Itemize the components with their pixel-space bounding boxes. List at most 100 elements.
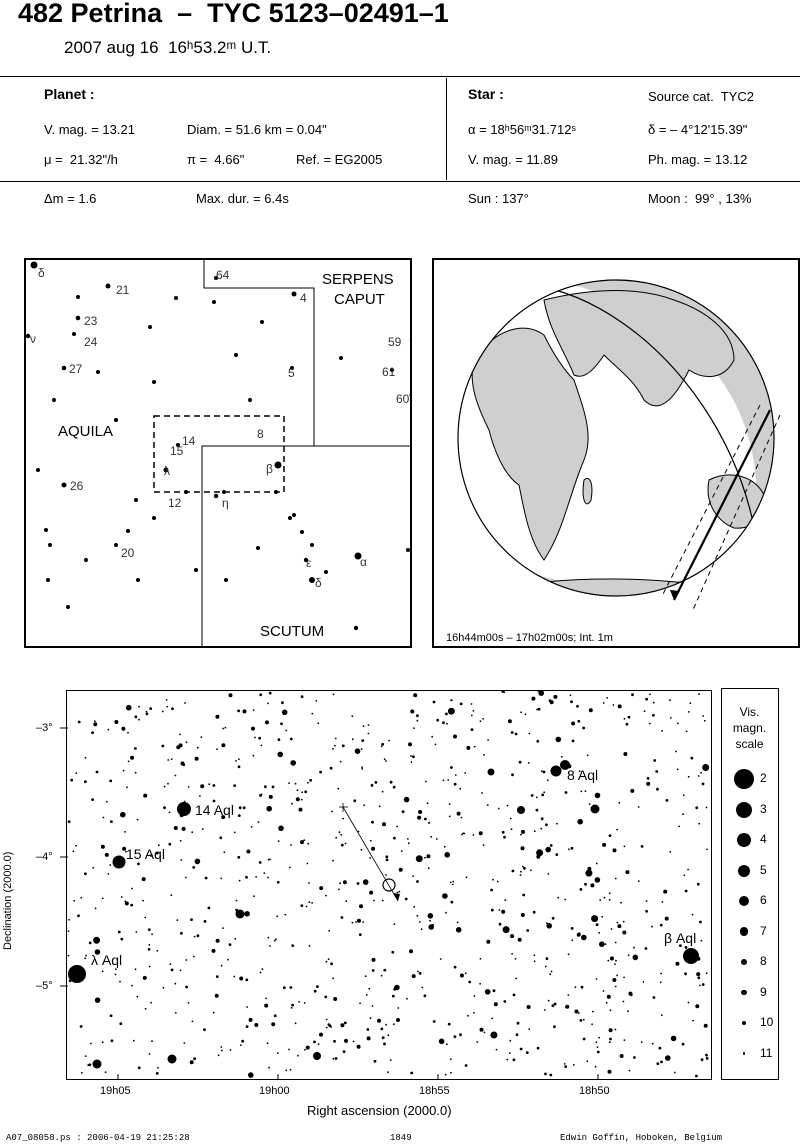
field-star bbox=[604, 943, 607, 945]
finder-star-label: α bbox=[360, 555, 367, 569]
field-star bbox=[599, 941, 605, 947]
footer-file: A07_08058.ps : 2006-04-19 21:25:28 bbox=[6, 1133, 190, 1143]
field-star bbox=[684, 972, 687, 976]
finder-star-label: 20 bbox=[121, 546, 135, 560]
field-star bbox=[313, 989, 317, 993]
field-star bbox=[233, 784, 237, 787]
field-star bbox=[325, 1026, 328, 1029]
field-star bbox=[533, 954, 536, 957]
star-declination: δ = – 4°12'15.39" bbox=[648, 122, 748, 137]
field-star bbox=[343, 1021, 347, 1025]
field-star bbox=[122, 846, 127, 851]
field-star bbox=[509, 1039, 512, 1042]
field-star bbox=[304, 1048, 306, 1051]
field-star bbox=[410, 709, 415, 714]
field-star bbox=[296, 789, 299, 792]
field-star bbox=[233, 831, 236, 834]
field-star bbox=[393, 836, 396, 840]
field-star bbox=[673, 1071, 676, 1074]
field-star bbox=[88, 1063, 92, 1067]
field-star bbox=[229, 1049, 232, 1051]
field-star bbox=[281, 709, 288, 716]
field-star bbox=[486, 804, 489, 806]
field-star bbox=[303, 1002, 306, 1004]
field-star bbox=[468, 980, 472, 984]
finder-star bbox=[66, 605, 70, 609]
field-star bbox=[396, 891, 399, 894]
field-star bbox=[359, 904, 363, 909]
field-star bbox=[478, 831, 483, 836]
field-star bbox=[614, 941, 617, 944]
field-star bbox=[551, 1004, 555, 1008]
field-star bbox=[570, 846, 574, 850]
scale-dot bbox=[734, 769, 754, 789]
star-photographic-mag: Ph. mag. = 13.12 bbox=[648, 152, 748, 167]
field-star bbox=[472, 834, 475, 836]
field-star bbox=[453, 782, 457, 786]
field-star bbox=[389, 1059, 392, 1061]
field-star bbox=[291, 1003, 294, 1007]
field-star bbox=[221, 743, 226, 748]
field-star bbox=[646, 777, 650, 780]
field-star bbox=[267, 936, 270, 939]
field-star bbox=[67, 820, 71, 824]
finder-star bbox=[214, 276, 218, 280]
xtick-18h55: 18h55 bbox=[419, 1085, 450, 1097]
field-star bbox=[269, 858, 271, 861]
field-star bbox=[410, 755, 412, 757]
africa bbox=[471, 327, 589, 561]
field-star bbox=[297, 1054, 299, 1057]
field-star bbox=[378, 805, 381, 808]
field-star bbox=[608, 892, 611, 895]
field-star bbox=[148, 944, 151, 946]
field-star bbox=[514, 732, 518, 736]
field-star bbox=[121, 726, 126, 731]
field-star bbox=[585, 869, 593, 877]
scale-dot bbox=[739, 896, 749, 906]
finder-star bbox=[234, 353, 238, 357]
field-star bbox=[329, 766, 333, 770]
field-star bbox=[609, 1009, 612, 1012]
scale-dot bbox=[742, 1021, 746, 1025]
field-star bbox=[377, 1018, 381, 1023]
finder-star bbox=[48, 543, 52, 547]
field-star bbox=[68, 918, 70, 921]
bright-star bbox=[517, 806, 525, 814]
field-star bbox=[586, 754, 589, 757]
field-star bbox=[131, 887, 133, 890]
field-star bbox=[522, 893, 526, 897]
field-star bbox=[456, 921, 459, 924]
field-star bbox=[570, 700, 573, 704]
field-star bbox=[73, 899, 76, 902]
field-star bbox=[288, 782, 290, 784]
field-star bbox=[618, 801, 621, 804]
bright-star bbox=[68, 965, 86, 983]
field-star bbox=[498, 922, 502, 926]
field-star bbox=[94, 907, 97, 910]
field-star bbox=[130, 755, 135, 760]
field-star bbox=[156, 949, 159, 952]
field-star bbox=[497, 807, 500, 810]
field-star bbox=[576, 704, 579, 708]
field-star bbox=[545, 823, 548, 827]
field-star bbox=[698, 693, 700, 696]
header-divider-vertical bbox=[446, 78, 447, 180]
field-star bbox=[697, 976, 701, 980]
field-star bbox=[317, 1043, 320, 1045]
field-star bbox=[150, 1001, 152, 1004]
field-star bbox=[240, 1044, 242, 1046]
bright-star bbox=[487, 768, 495, 776]
field-star bbox=[258, 861, 262, 864]
shadow-path bbox=[673, 409, 771, 601]
field-star bbox=[592, 1010, 594, 1013]
field-star bbox=[404, 897, 408, 901]
field-star bbox=[220, 964, 223, 967]
field-star bbox=[365, 994, 368, 996]
scale-dot bbox=[736, 801, 752, 818]
field-star bbox=[454, 774, 457, 776]
field-star bbox=[308, 882, 310, 884]
field-star bbox=[479, 982, 481, 985]
field-star bbox=[67, 930, 70, 932]
field-star bbox=[332, 1057, 335, 1060]
field-star bbox=[277, 840, 280, 842]
